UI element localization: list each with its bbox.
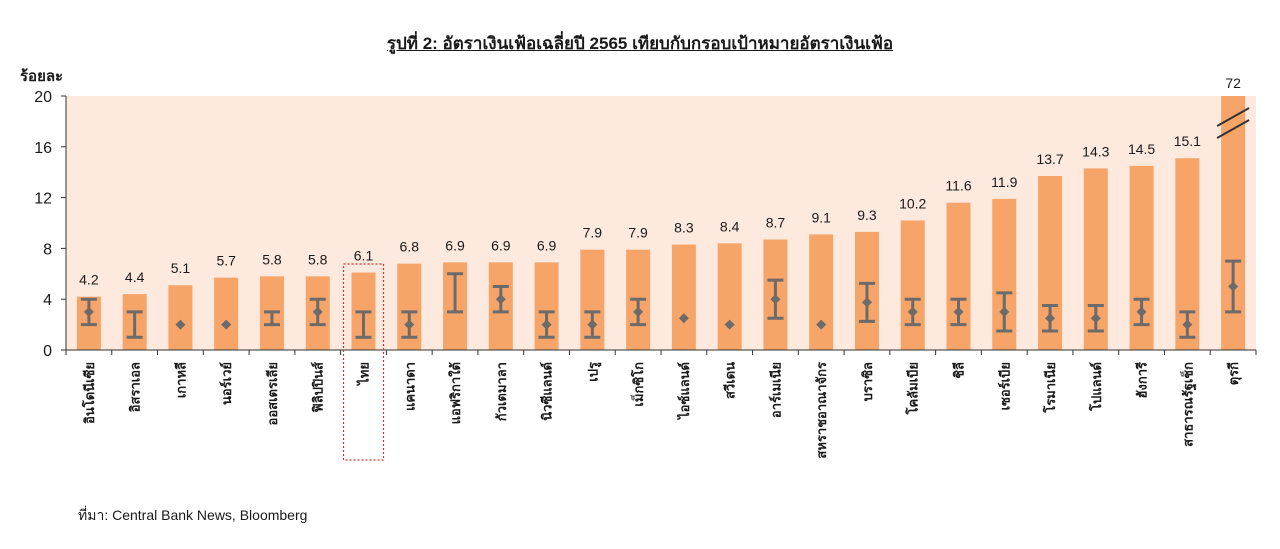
category-label-17: สหราชอาณาจักร bbox=[815, 362, 830, 459]
data-label-11: 6.9 bbox=[537, 237, 557, 253]
data-label-4: 5.7 bbox=[216, 253, 236, 269]
category-label-10: กัวเตมาลา bbox=[495, 362, 510, 421]
category-label-6: ฟิลิปปินส์ bbox=[311, 362, 327, 413]
data-label-2: 4.4 bbox=[125, 269, 145, 285]
data-label-8: 6.8 bbox=[400, 239, 420, 255]
target-point-11 bbox=[541, 319, 552, 330]
data-label-16: 8.7 bbox=[766, 215, 786, 231]
target-point-17 bbox=[816, 319, 827, 330]
axis-break-mark-1 bbox=[1216, 107, 1250, 127]
data-label-1: 4.2 bbox=[79, 272, 99, 288]
category-label-15: สวีเดน bbox=[723, 362, 739, 399]
highlight-box-thailand bbox=[342, 263, 385, 461]
bar-17 bbox=[809, 234, 834, 350]
category-label-20: ชิลี bbox=[952, 362, 968, 379]
target-point-23 bbox=[1090, 313, 1101, 324]
target-point-1 bbox=[83, 306, 94, 317]
target-point-8 bbox=[404, 319, 415, 330]
target-point-26 bbox=[1228, 281, 1239, 292]
data-label-13: 7.9 bbox=[628, 225, 648, 241]
y-tick-label-12: 12 bbox=[34, 191, 52, 208]
target-point-21 bbox=[999, 306, 1010, 317]
target-point-22 bbox=[1045, 313, 1056, 324]
bar-14 bbox=[671, 244, 696, 350]
data-label-26: 72 bbox=[1225, 75, 1241, 91]
data-label-10: 6.9 bbox=[491, 237, 511, 253]
y-tick-label-8: 8 bbox=[43, 241, 52, 258]
category-label-24: ฮังการี bbox=[1135, 362, 1151, 398]
data-label-15: 8.4 bbox=[720, 218, 740, 234]
category-label-21: เซอร์เบีย bbox=[997, 362, 1013, 410]
category-label-25: สาธารณรัฐเช็ก bbox=[1178, 362, 1197, 447]
category-label-23: โปแลนด์ bbox=[1088, 362, 1105, 412]
bar-4 bbox=[214, 277, 239, 350]
target-point-10 bbox=[495, 294, 506, 305]
category-label-11: นิวซีแลนด์ bbox=[540, 362, 556, 421]
target-point-14 bbox=[678, 313, 689, 324]
target-point-25 bbox=[1182, 319, 1193, 330]
category-label-9: แอฟริกาใต้ bbox=[447, 362, 464, 424]
y-axis-unit-label: ร้อยละ bbox=[20, 68, 64, 85]
source-note: ที่มา: Central Bank News, Bloomberg bbox=[78, 507, 308, 523]
bar-3 bbox=[168, 285, 193, 350]
target-point-24 bbox=[1136, 306, 1147, 317]
chart-title: รูปที่ 2: อัตราเงินเฟ้อเฉลี่ยปี 2565 เที… bbox=[386, 34, 894, 53]
target-point-18 bbox=[861, 297, 872, 308]
category-label-3: เกาหลี bbox=[173, 362, 189, 398]
axis-break-mark-2 bbox=[1216, 119, 1250, 139]
target-point-15 bbox=[724, 319, 735, 330]
data-label-3: 5.1 bbox=[171, 260, 191, 276]
category-label-1: อินโดนีเซีย bbox=[81, 362, 98, 424]
y-tick-label-16: 16 bbox=[34, 140, 52, 157]
category-label-16: อาร์เมเนีย bbox=[768, 362, 784, 418]
data-label-21: 11.9 bbox=[991, 174, 1017, 190]
data-label-9: 6.9 bbox=[445, 237, 465, 253]
y-tick-label-0: 0 bbox=[43, 343, 52, 360]
category-label-8: แคนาดา bbox=[403, 362, 418, 411]
bar-20 bbox=[946, 202, 971, 350]
target-point-4 bbox=[221, 319, 232, 330]
data-label-18: 9.3 bbox=[857, 207, 877, 223]
y-tick-label-20: 20 bbox=[34, 89, 52, 106]
category-label-5: ออสเตรเลีย bbox=[265, 362, 281, 425]
category-label-14: ไอซ์แลนด์ bbox=[676, 362, 693, 421]
data-label-5: 5.8 bbox=[262, 251, 282, 267]
category-label-7: ไทย bbox=[356, 362, 373, 387]
category-label-13: เม็กซิโก bbox=[629, 362, 647, 407]
data-label-19: 10.2 bbox=[899, 195, 926, 211]
target-point-19 bbox=[907, 306, 918, 317]
data-label-12: 7.9 bbox=[583, 225, 603, 241]
category-label-12: เปรู bbox=[586, 362, 601, 382]
data-label-25: 15.1 bbox=[1174, 133, 1201, 149]
data-label-24: 14.5 bbox=[1128, 141, 1155, 157]
target-point-16 bbox=[770, 294, 781, 305]
category-label-4: นอร์เวย์ bbox=[219, 362, 235, 405]
category-label-2: อิสราเอล bbox=[129, 362, 144, 412]
target-point-6 bbox=[312, 306, 323, 317]
bar-19 bbox=[900, 220, 925, 350]
data-label-7: 6.1 bbox=[354, 248, 374, 264]
data-label-20: 11.6 bbox=[945, 178, 971, 194]
category-label-19: โคลัมเบีย bbox=[905, 362, 922, 416]
data-label-22: 13.7 bbox=[1036, 151, 1063, 167]
plot-area bbox=[66, 96, 1256, 350]
target-point-13 bbox=[633, 306, 644, 317]
category-label-26: ตุรกี bbox=[1226, 362, 1242, 385]
data-label-17: 9.1 bbox=[811, 209, 831, 225]
bar-15 bbox=[717, 243, 742, 350]
data-label-14: 8.3 bbox=[674, 220, 694, 236]
category-label-18: บราซิล bbox=[861, 362, 876, 401]
data-label-23: 14.3 bbox=[1082, 143, 1109, 159]
target-point-20 bbox=[953, 306, 964, 317]
target-point-3 bbox=[175, 319, 186, 330]
data-label-6: 5.8 bbox=[308, 251, 328, 267]
target-point-12 bbox=[587, 319, 598, 330]
category-label-22: โรมาเนีย bbox=[1042, 362, 1059, 414]
y-tick-label-4: 4 bbox=[43, 292, 52, 309]
